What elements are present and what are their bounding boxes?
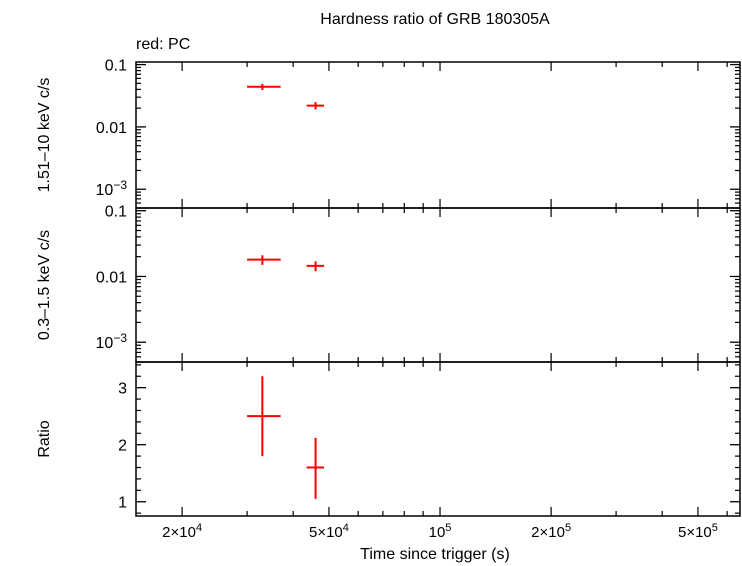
y-tick-label: 2	[118, 438, 127, 455]
panel-ratio: 1 2 3 Ratio	[36, 361, 741, 517]
panel-hard: 0.1 0.01 10−3 1.51–10 keV c/s	[36, 58, 741, 209]
y-tick-label: 0.1	[105, 204, 127, 221]
x-tick-label: 5×105	[678, 522, 718, 541]
x-axis-label: Time since trigger (s)	[360, 546, 510, 563]
y-tick-label: 10−3	[96, 331, 128, 352]
data-point	[247, 83, 281, 91]
y-axis-label: Ratio	[36, 420, 53, 457]
data-point	[306, 437, 325, 499]
x-tick-labels: 2×104 5×104 105 2×105 5×105	[162, 522, 718, 541]
panel-frame	[135, 207, 741, 363]
y-tick-label: 1	[118, 495, 127, 512]
y-tick-label: 0.1	[105, 58, 127, 75]
panel-frame	[135, 61, 741, 209]
y-tick-label: 0.01	[96, 120, 127, 137]
data-point	[306, 261, 325, 272]
chart-panels: 0.1 0.01 10−3 1.51–10 keV c/s 0.1 0.01 10−3 0.3…	[36, 58, 741, 541]
legend-note: red: PC	[136, 36, 190, 53]
panel-frame	[135, 361, 741, 517]
data-point	[247, 255, 281, 265]
data-point	[247, 376, 281, 457]
x-tick-label: 105	[429, 522, 452, 541]
y-tick-label: 0.01	[96, 269, 127, 286]
data-point	[306, 102, 325, 110]
y-axis-label: 0.3–1.5 keV c/s	[36, 230, 53, 340]
x-tick-label: 5×104	[309, 522, 349, 541]
panel-soft: 0.1 0.01 10−3 0.3–1.5 keV c/s	[36, 204, 741, 363]
y-tick-label: 3	[118, 381, 127, 398]
chart-title: Hardness ratio of GRB 180305A	[320, 11, 550, 28]
x-tick-label: 2×104	[162, 522, 202, 541]
x-tick-label: 2×105	[531, 522, 571, 541]
y-tick-label: 10−3	[96, 178, 128, 199]
y-axis-label: 1.51–10 keV c/s	[36, 78, 53, 193]
